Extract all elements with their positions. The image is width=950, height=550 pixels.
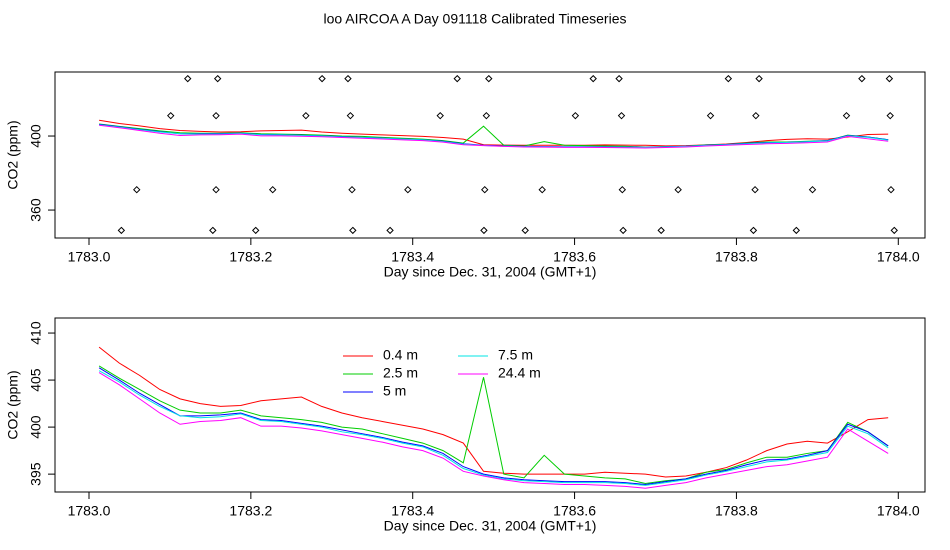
x-axis-label: Day since Dec. 31, 2004 (GMT+1) [384,264,597,280]
point [348,185,356,194]
point [887,185,895,194]
point [571,111,580,120]
point [209,226,217,235]
point [808,185,817,194]
point [858,74,866,83]
x-tick-label: 1783.2 [229,503,272,519]
legend-label: 7.5 m [498,347,533,363]
point [212,111,220,120]
y-tick-label: 405 [28,368,44,392]
x-axis-label: Day since Dec. 31, 2004 (GMT+1) [384,518,597,534]
series-line [98,367,889,485]
point [885,74,894,83]
series-line [98,346,889,478]
x-tick-label: 1784.0 [877,249,920,265]
plot-frame [54,317,926,493]
x-tick-label: 1783.0 [68,249,111,265]
point [386,226,394,235]
point [268,185,277,194]
y-tick-label: 410 [28,321,44,345]
point [618,185,627,194]
point [302,111,310,120]
legend-label: 2.5 m [383,365,418,381]
series-line [98,365,889,485]
point [212,185,220,194]
point [133,185,141,194]
point [538,185,546,194]
point [184,74,192,83]
point [615,74,623,83]
x-tick-label: 1783.6 [553,503,596,519]
point [674,185,682,194]
legend-label: 0.4 m [383,347,418,363]
y-tick-label: 400 [28,415,44,439]
point [344,74,352,83]
y-tick-label: 400 [28,124,44,148]
point [436,111,444,120]
legend-label: 24.4 m [498,365,541,381]
point [755,74,763,83]
point [349,226,357,235]
point [521,226,529,235]
x-tick-label: 1783.6 [553,249,596,265]
point [589,74,597,83]
point [453,74,461,83]
x-tick-label: 1783.0 [68,503,111,519]
point [886,111,894,120]
point [117,226,126,235]
point [480,226,488,235]
legend-label: 5 m [383,383,406,399]
point [890,226,898,235]
point [404,185,412,194]
point [213,74,222,83]
y-axis-label: CO2 (ppm) [5,370,21,439]
figure-title: loo AIRCOA A Day 091118 Calibrated Times… [324,11,627,27]
y-axis-label: CO2 (ppm) [5,120,21,189]
series-line [99,124,889,149]
point [482,111,491,120]
y-tick-label: 360 [28,198,44,222]
plot-frame [54,71,926,239]
x-tick-label: 1784.0 [877,503,920,519]
series-line [98,370,889,486]
x-tick-label: 1783.2 [229,249,272,265]
point [657,226,665,235]
x-tick-label: 1783.8 [715,249,758,265]
series-line [99,119,889,147]
point [346,111,355,120]
point [751,185,759,194]
y-tick-label: 395 [28,462,44,486]
x-tick-label: 1783.8 [715,503,758,519]
point [481,185,489,194]
point [619,226,627,235]
x-tick-label: 1783.4 [391,249,434,265]
point [318,74,326,83]
point [485,74,493,83]
x-tick-label: 1783.4 [391,503,434,519]
point [706,111,715,120]
series-line [98,372,889,489]
point [251,226,260,235]
point [752,111,760,120]
point [724,74,733,83]
point [167,111,175,120]
point [842,111,851,120]
point [617,111,626,120]
point [749,226,758,235]
point [792,226,801,235]
